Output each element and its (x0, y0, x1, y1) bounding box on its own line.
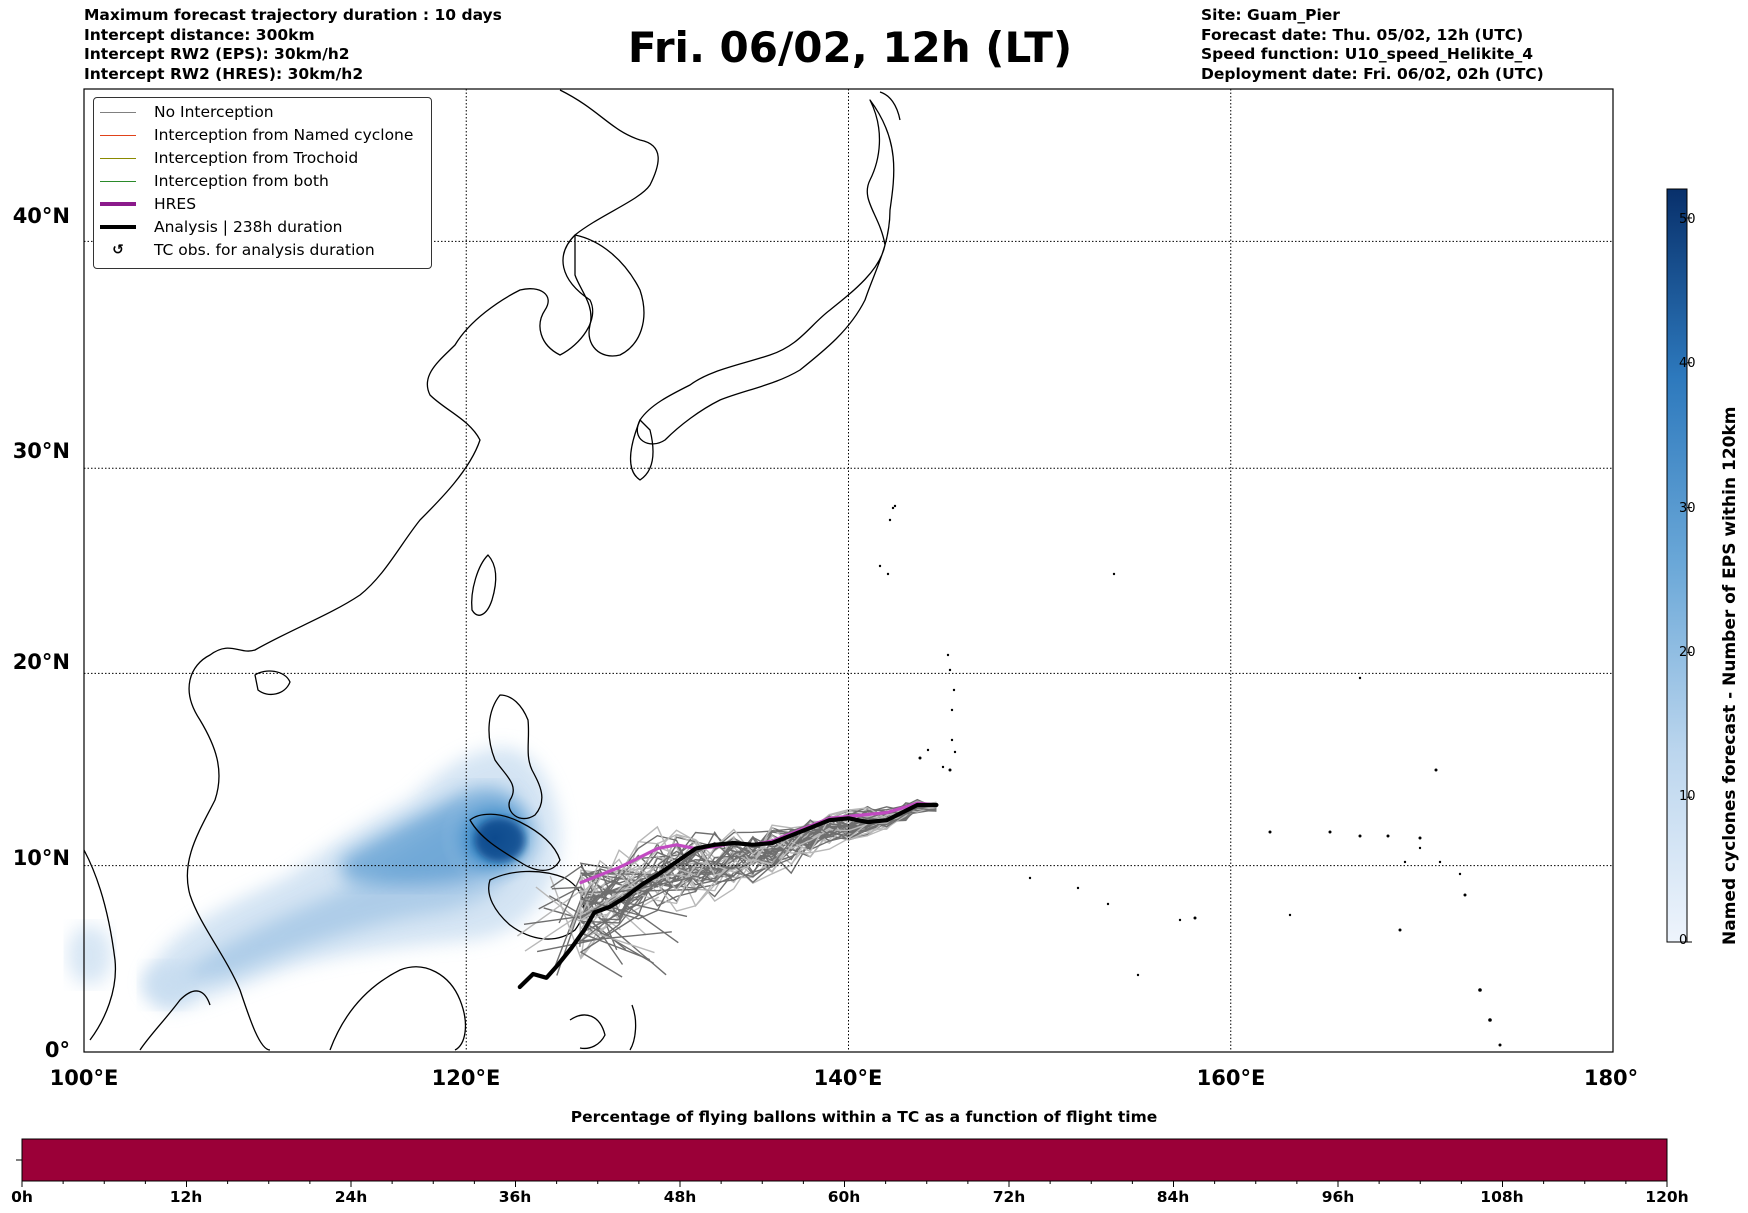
legend-analysis: Analysis | 238h duration (100, 217, 343, 237)
legend-no-interception: No Interception (100, 102, 274, 122)
lat-label-20: 20°N (12, 650, 70, 674)
time-tick-0h: 0h (11, 1188, 33, 1206)
colorbar-title: Named cyclones forecast - Number of EPS … (1720, 406, 1740, 945)
time-tick-48h: 48h (663, 1188, 697, 1206)
colorbar-tick-0: 0 (1679, 933, 1688, 948)
ensemble-member-trajectory (579, 800, 937, 954)
colorbar-tick-50: 50 (1679, 212, 1696, 227)
colorbar-tick-30: 30 (1679, 501, 1696, 516)
lat-label-10: 10°N (12, 846, 70, 870)
ensemble-member-trajectory (579, 804, 937, 917)
colorbar-tick-20: 20 (1679, 645, 1696, 660)
legend-label: TC obs. for analysis duration (154, 241, 375, 259)
legend-swatch (100, 157, 136, 159)
legend-both: Interception from both (100, 171, 329, 191)
colorbar-tick-40: 40 (1679, 356, 1696, 371)
legend-swatch (100, 225, 136, 229)
time-tick-72h: 72h (992, 1188, 1026, 1206)
forecast-parameters: Maximum forecast trajectory duration : 1… (84, 6, 502, 84)
lon-label-140: 140°E (813, 1066, 883, 1090)
page-title: Fri. 06/02, 12h (LT) (627, 23, 1073, 72)
legend-label: Analysis | 238h duration (154, 218, 343, 236)
legend-swatch (100, 202, 136, 206)
lon-label-160: 160°E (1196, 1066, 1266, 1090)
param-intercept-hres: Intercept RW2 (HRES): 30km/h2 (84, 64, 364, 83)
time-tick-36h: 36h (498, 1188, 532, 1206)
ensemble-member-trajectory (580, 807, 937, 918)
time-tick-84h: 84h (1156, 1188, 1190, 1206)
cyclone-density-field (68, 747, 560, 1010)
legend-label: HRES (154, 195, 197, 213)
small-islands (878, 504, 1502, 1047)
forecast-date: Forecast date: Thu. 05/02, 12h (UTC) (1201, 25, 1524, 44)
legend-label: Interception from both (154, 172, 329, 190)
param-intercept-eps: Intercept RW2 (EPS): 30km/h2 (84, 45, 350, 63)
legend-swatch (100, 134, 136, 136)
legend-named-cyclone: Interception from Named cyclone (100, 125, 413, 145)
coastlines (83, 89, 901, 1051)
lat-label-40: 40°N (12, 204, 70, 228)
tc-percentage-bar (21, 1138, 1668, 1182)
legend-swatch (100, 111, 136, 113)
legend-trochoid: Interception from Trochoid (100, 148, 358, 168)
speed-function: Speed function: U10_speed_Helikite_4 (1201, 45, 1534, 63)
legend-swatch (100, 180, 136, 182)
ensemble-trajectories (516, 798, 937, 978)
legend-label: Interception from Named cyclone (154, 126, 414, 144)
colorbar-tick-10: 10 (1679, 789, 1696, 804)
legend-tc-obs: ↺ TC obs. for analysis duration (100, 240, 375, 260)
map-grid (84, 89, 1613, 1052)
legend-label: No Interception (154, 103, 274, 121)
colorbar-ticks (1687, 217, 1692, 943)
map-legend: No Interception Interception from Named … (93, 97, 432, 269)
lat-label-30: 30°N (12, 439, 70, 463)
param-max-duration: Maximum forecast trajectory duration : 1… (84, 6, 502, 24)
bottom-bar-ticks (21, 1181, 1668, 1187)
site-info: Site: Guam_Pier Forecast date: Thu. 05/0… (1201, 6, 1544, 84)
time-tick-12h: 12h (169, 1188, 203, 1206)
map-frame (83, 88, 1614, 1053)
legend-label: Interception from Trochoid (154, 149, 359, 167)
time-tick-108h: 108h (1480, 1188, 1524, 1206)
deployment-date: Deployment date: Fri. 06/02, 02h (UTC) (1201, 64, 1544, 83)
legend-hres: HRES (100, 194, 196, 214)
lon-label-100: 100°E (49, 1066, 119, 1090)
ensemble-member-trajectory (580, 808, 937, 893)
analysis-trajectory (517, 802, 939, 990)
lon-label-120: 120°E (431, 1066, 501, 1090)
time-tick-96h: 96h (1321, 1188, 1355, 1206)
lat-label-0: 0° (44, 1038, 70, 1062)
density-colorbar (1666, 188, 1688, 943)
param-intercept-distance: Intercept distance: 300km (84, 25, 315, 44)
bottom-bar-title: Percentage of flying ballons within a TC… (570, 1108, 1158, 1126)
time-tick-120h: 120h (1645, 1188, 1689, 1206)
time-tick-60h: 60h (827, 1188, 861, 1206)
cyclone-symbol-icon: ↺ (112, 242, 124, 258)
time-tick-24h: 24h (334, 1188, 368, 1206)
site-name: Site: Guam_Pier (1201, 6, 1340, 24)
lon-label-180: 180° (1583, 1066, 1639, 1090)
